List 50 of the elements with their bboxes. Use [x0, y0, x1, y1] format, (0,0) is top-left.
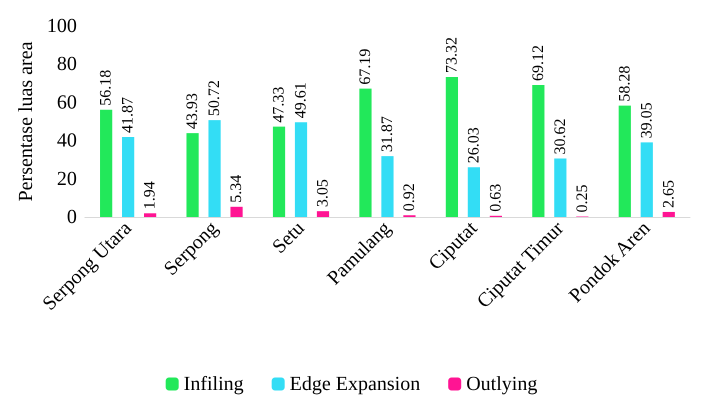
data-label: 56.18 [98, 70, 115, 106]
y-axis-title: Persentase luas area [15, 41, 37, 202]
bar [208, 120, 221, 217]
x-tick-label: Setu [268, 217, 309, 258]
bar [381, 156, 394, 217]
legend-label: Outlying [466, 373, 538, 395]
legend-label: Edge Expansion [290, 373, 420, 395]
bar [122, 137, 134, 217]
y-tick-label: 80 [56, 53, 77, 76]
bar [532, 84, 544, 217]
data-label: 50.72 [206, 80, 224, 116]
y-tick-label: 100 [46, 15, 77, 37]
data-label: 43.93 [184, 93, 202, 130]
bar [144, 213, 156, 217]
bar [640, 142, 653, 217]
bar [446, 76, 458, 217]
data-label: 1.94 [142, 181, 159, 210]
y-tick-label: 20 [56, 168, 77, 190]
bar [468, 167, 480, 217]
y-tick-label: 60 [56, 91, 77, 114]
data-label: 67.19 [356, 48, 374, 85]
data-label: 30.62 [552, 118, 569, 155]
data-label: 39.05 [638, 102, 656, 138]
data-label: 58.28 [616, 66, 634, 102]
bar [618, 106, 631, 217]
data-label: 5.34 [228, 174, 246, 203]
data-label: 69.12 [530, 44, 547, 81]
legend-label: Infiling [184, 373, 244, 395]
bar [272, 126, 286, 217]
data-label: 0.63 [487, 184, 504, 212]
y-tick-label: 40 [56, 130, 77, 152]
data-label: 49.61 [292, 82, 310, 118]
data-label: 0.25 [574, 184, 591, 213]
bar [186, 133, 199, 217]
data-label: 73.32 [443, 36, 460, 73]
bar [230, 206, 243, 217]
data-label: 31.87 [378, 116, 396, 152]
bar [662, 212, 675, 217]
bar [359, 88, 372, 217]
y-tick-label: 0 [66, 206, 77, 228]
data-label: 47.33 [270, 86, 288, 123]
data-label: 3.05 [314, 179, 332, 208]
data-label: 41.87 [120, 97, 137, 134]
data-label: 0.92 [400, 183, 418, 212]
bar [554, 158, 566, 217]
data-label: 26.03 [465, 127, 482, 164]
bar [316, 211, 330, 217]
data-label: 2.65 [660, 180, 678, 208]
bar [294, 122, 308, 217]
bar [100, 110, 112, 217]
